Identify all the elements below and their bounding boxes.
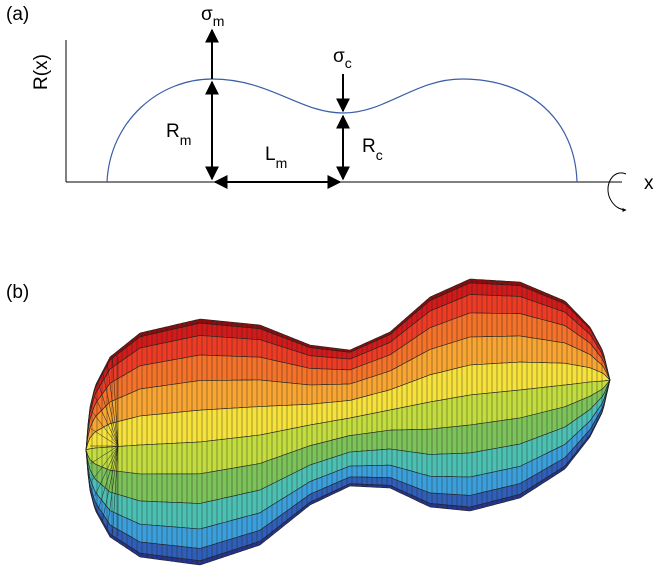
x-axis-label: x bbox=[644, 173, 654, 194]
rotation-arrow bbox=[607, 172, 627, 212]
mesh-line bbox=[94, 445, 119, 497]
r-c: Rc bbox=[362, 136, 383, 163]
sigma-c: σc bbox=[333, 46, 352, 71]
mesh-line bbox=[112, 357, 119, 447]
mesh-line bbox=[102, 371, 119, 447]
r-m: Rm bbox=[166, 121, 191, 148]
y-axis-label: R(x) bbox=[31, 54, 52, 90]
surface-band bbox=[85, 379, 611, 566]
symbol: σ bbox=[201, 4, 213, 25]
subscript: c bbox=[376, 147, 383, 163]
mesh-line bbox=[107, 362, 119, 447]
surface-plot bbox=[85, 278, 611, 566]
l-m: Lm bbox=[265, 144, 287, 171]
mesh-line bbox=[112, 445, 119, 535]
subscript: m bbox=[213, 13, 225, 29]
panel-label: (b) bbox=[6, 282, 29, 303]
mesh-line bbox=[107, 445, 119, 530]
symbol: L bbox=[265, 144, 276, 165]
mesh-line bbox=[94, 395, 119, 447]
mesh-line bbox=[91, 411, 119, 447]
profile-curve bbox=[106, 78, 578, 183]
symbol: σ bbox=[333, 46, 345, 67]
panel-label: (a) bbox=[6, 4, 29, 25]
subscript: c bbox=[345, 55, 352, 71]
sigma-m: σm bbox=[201, 4, 224, 29]
mesh-line bbox=[90, 445, 119, 464]
symbol: R bbox=[166, 121, 180, 142]
symbol: R bbox=[362, 136, 376, 157]
mesh-line bbox=[97, 382, 119, 447]
subscript: m bbox=[276, 155, 288, 171]
mesh-line bbox=[102, 445, 119, 521]
subscript: m bbox=[180, 132, 192, 148]
mesh-line bbox=[91, 445, 119, 481]
mesh-line bbox=[90, 428, 119, 447]
mesh-line bbox=[97, 445, 119, 510]
